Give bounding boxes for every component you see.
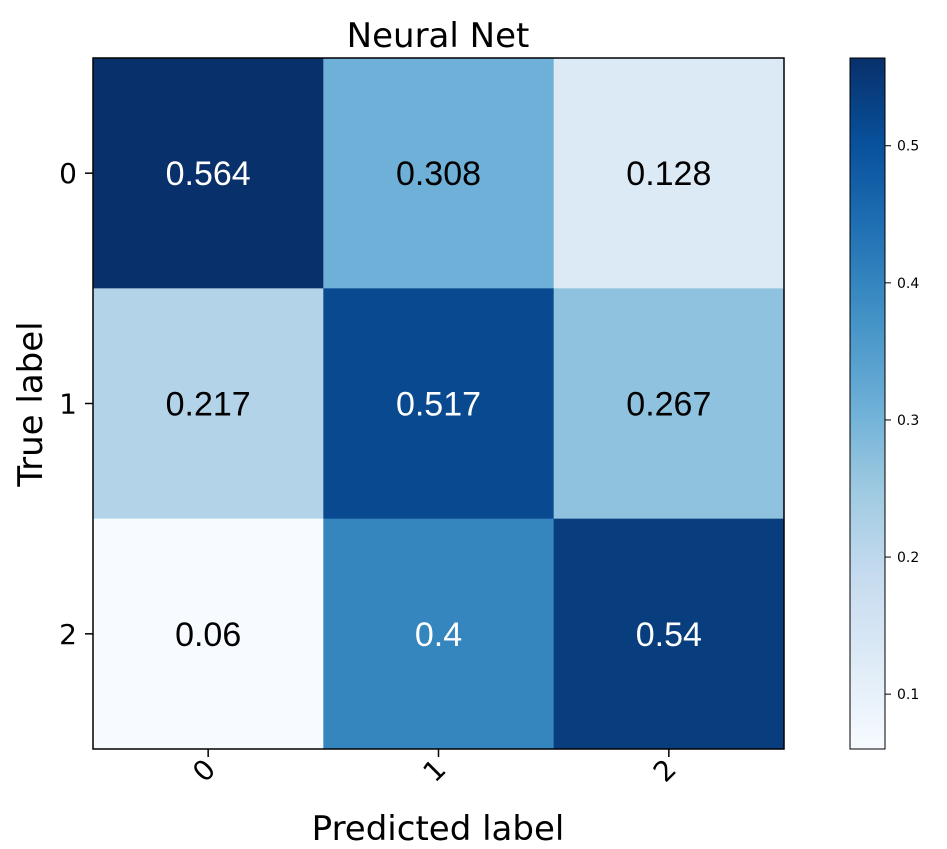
y-axis-ticks: 0 1 2: [59, 157, 93, 651]
colorbar-tick-label: 0.3: [897, 413, 919, 429]
x-tick-label: 0: [186, 753, 222, 789]
cell-value-label: 0.564: [166, 155, 251, 193]
heatmap-cell: [323, 518, 555, 750]
heatmap-cell: [93, 288, 324, 520]
x-tick-label: 2: [647, 753, 683, 789]
cell-value-label: 0.128: [626, 155, 711, 193]
heatmap-cell: [93, 58, 324, 289]
heatmap-cell: [323, 288, 555, 520]
heatmap-cell: [553, 518, 785, 750]
cell-value-label: 0.267: [626, 386, 711, 424]
y-axis-label: True label: [11, 321, 51, 487]
cell-value-label: 0.4: [415, 616, 462, 654]
cell-value-label: 0.54: [636, 616, 702, 654]
colorbar-tick-label: 0.1: [897, 687, 919, 703]
chart-title: Neural Net: [347, 16, 530, 56]
colorbar-tick-label: 0.4: [897, 276, 919, 292]
colorbar-ticks: 0.1 0.2 0.3 0.4 0.5: [885, 139, 919, 703]
heatmap-cell-labels: 0.564 0.308 0.128 0.217 0.517 0.267 0.06 0.4 0.5…: [166, 155, 712, 654]
heatmap-cell: [553, 288, 785, 520]
heatmap-cells: [93, 58, 785, 750]
y-tick-label: 2: [59, 618, 77, 651]
x-axis-label: Predicted label: [312, 809, 565, 849]
heatmap-cell: [323, 58, 555, 289]
cell-value-label: 0.517: [396, 386, 481, 424]
x-tick-label: 1: [417, 753, 453, 789]
y-tick-label: 0: [59, 157, 77, 190]
colorbar-tick-label: 0.2: [897, 550, 919, 566]
colorbar-tick-label: 0.5: [897, 139, 919, 155]
cell-value-label: 0.308: [396, 155, 481, 193]
heatmap-cell: [93, 518, 324, 750]
cell-value-label: 0.217: [166, 386, 251, 424]
y-tick-label: 1: [59, 388, 77, 421]
colorbar: [849, 57, 886, 750]
x-axis-ticks: 0 1 2: [186, 749, 683, 789]
cell-value-label: 0.06: [175, 616, 241, 654]
heatmap-cell: [553, 58, 785, 289]
